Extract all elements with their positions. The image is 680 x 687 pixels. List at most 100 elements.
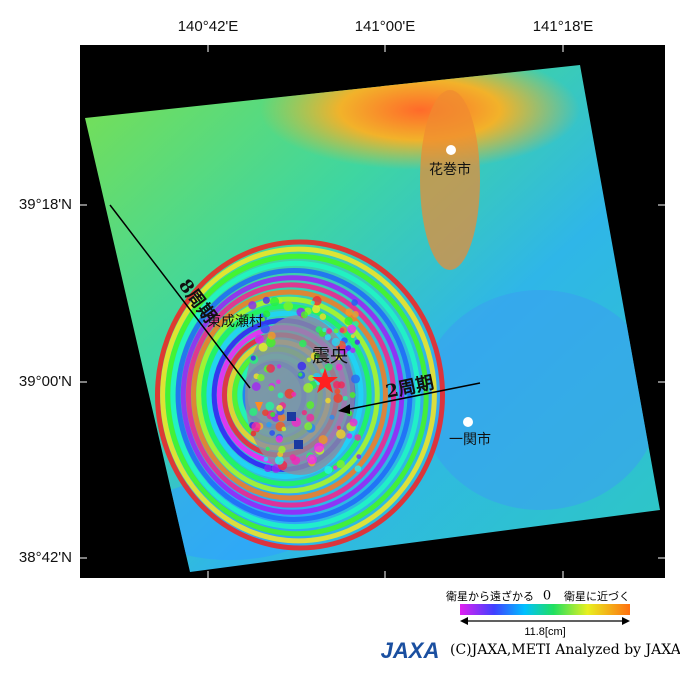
speckle	[252, 382, 261, 391]
speckle	[351, 334, 355, 338]
speckle	[251, 355, 256, 360]
speckle	[248, 301, 256, 309]
lat-label: 39°00'N	[19, 373, 72, 390]
speckle	[251, 431, 257, 437]
speckle	[311, 301, 315, 305]
speckle	[337, 426, 341, 430]
speckle	[350, 418, 358, 426]
city-label: 花巻市	[429, 161, 471, 178]
logo: JAXA	[381, 638, 440, 663]
speckle	[269, 385, 275, 391]
speckle	[277, 364, 281, 368]
speckle	[263, 297, 270, 304]
speckle	[345, 308, 353, 316]
speckle	[276, 380, 281, 385]
city-label: 一関市	[449, 431, 491, 448]
speckle	[354, 434, 361, 441]
legend-label: 衛星から遠ざかる	[446, 589, 534, 603]
speckle	[322, 328, 326, 332]
colorbar	[460, 604, 630, 615]
speckle	[332, 338, 340, 346]
speckle	[339, 328, 344, 333]
speckle	[356, 454, 361, 459]
speckle	[350, 392, 356, 398]
speckle	[278, 392, 284, 398]
speckle	[338, 381, 345, 388]
site-marker	[294, 440, 303, 449]
speckle	[265, 402, 274, 411]
speckle	[304, 422, 312, 430]
speckle	[326, 328, 332, 334]
speckle	[275, 456, 284, 465]
legend-label: 衛星に近づく	[564, 590, 630, 603]
speckle	[269, 430, 275, 436]
speckle	[255, 335, 264, 344]
speckle	[276, 436, 283, 443]
speckle	[334, 328, 339, 333]
lon-label: 140°42'E	[178, 18, 239, 35]
speckle	[290, 454, 297, 461]
speckle	[314, 443, 324, 453]
speckle	[268, 332, 276, 340]
speckle	[355, 339, 360, 344]
speckle	[335, 389, 341, 395]
speckle	[262, 409, 269, 416]
speckle	[298, 372, 302, 376]
speckle	[325, 398, 331, 404]
speckle	[306, 414, 314, 422]
speckle	[324, 466, 332, 474]
speckle	[307, 357, 312, 362]
speckle	[257, 374, 264, 381]
speckle	[344, 317, 352, 325]
speckle	[298, 362, 307, 371]
speckle	[249, 408, 257, 416]
speckle	[291, 392, 296, 397]
speckle	[266, 422, 271, 427]
speckle	[266, 364, 275, 373]
speckle	[264, 457, 269, 462]
speckle	[302, 410, 307, 415]
speckle	[266, 447, 270, 451]
speckle	[355, 465, 362, 472]
lon-label: 141°18'E	[533, 18, 594, 35]
speckle	[336, 429, 345, 438]
legend-label: 0	[543, 589, 551, 604]
speckle	[276, 405, 283, 412]
speckle	[320, 313, 327, 320]
lat-label: 38°42'N	[19, 549, 72, 566]
site-marker	[287, 412, 296, 421]
speckle	[264, 464, 272, 472]
speckle	[303, 383, 313, 393]
speckle	[329, 415, 334, 420]
city-marker	[463, 417, 473, 427]
arrow-head	[460, 617, 468, 625]
lon-label: 141°00'E	[355, 18, 416, 35]
city-marker	[446, 145, 456, 155]
arrow-head	[622, 617, 630, 625]
speckle	[343, 396, 348, 401]
speckle	[270, 412, 275, 417]
speckle	[270, 297, 279, 306]
scale-label: 11.8[cm]	[524, 626, 565, 638]
speckle	[351, 299, 358, 306]
lat-label: 39°18'N	[19, 196, 72, 213]
speckle	[301, 311, 308, 318]
speckle	[333, 394, 342, 403]
speckle	[347, 433, 353, 439]
speckle	[283, 301, 293, 311]
speckle	[351, 374, 360, 383]
epicenter-label: 震央	[312, 346, 348, 367]
speckle	[333, 465, 337, 469]
speckle	[337, 460, 345, 468]
speckle	[299, 340, 307, 348]
speckle	[350, 348, 355, 353]
speckle	[312, 305, 320, 313]
speckle	[325, 334, 331, 340]
speckle	[347, 325, 356, 334]
speckle	[306, 401, 314, 409]
speckle	[278, 446, 286, 454]
credit: (C)JAXA,METI Analyzed by JAXA	[450, 642, 680, 658]
speckle	[251, 422, 260, 431]
speckle	[352, 311, 359, 318]
